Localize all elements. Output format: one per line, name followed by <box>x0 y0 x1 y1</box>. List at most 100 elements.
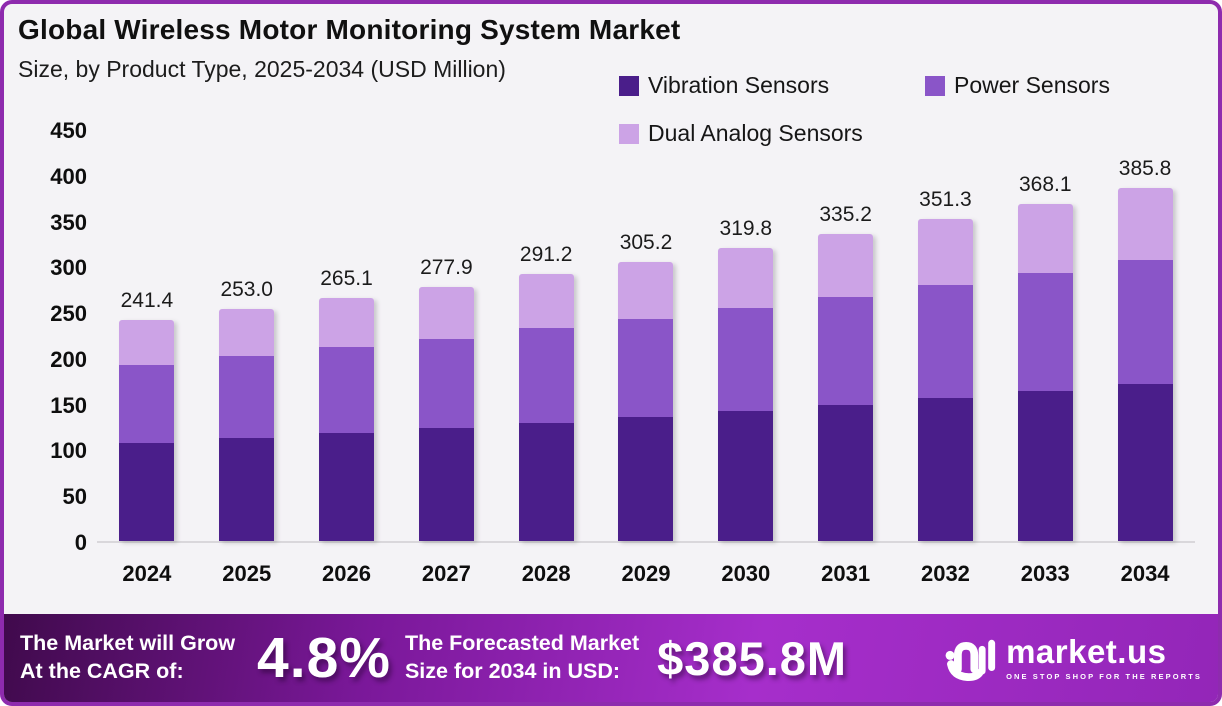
bar-total-label: 335.2 <box>819 203 872 227</box>
bar-group-2025: 253.0 <box>197 131 297 541</box>
y-axis-tick-label: 0 <box>74 530 87 555</box>
x-axis-label-2031: 2031 <box>821 561 871 586</box>
bar-total-label: 385.8 <box>1118 156 1172 180</box>
x-axis-label-2025: 2025 <box>222 561 272 586</box>
bar-segment-power-sensors <box>319 346 375 433</box>
y-axis-tick-label: 350 <box>50 209 87 235</box>
bar-group-2033: 368.1 <box>995 131 1095 541</box>
bar-total-label: 253.0 <box>220 278 273 302</box>
cagr-value: 4.8% <box>257 626 391 690</box>
bar-stack <box>319 298 375 541</box>
bar-stack <box>618 261 674 541</box>
x-axis-label-2033: 2033 <box>1020 561 1070 586</box>
bar-stack <box>219 309 275 541</box>
legend-swatch-icon <box>619 75 639 96</box>
page-title: Global Wireless Motor Monitoring System … <box>18 14 681 45</box>
bar-total-label: 368.1 <box>1018 173 1072 196</box>
bar-segment-dual-analog-sensors <box>917 219 973 285</box>
bar-segment-power-sensors <box>119 365 175 444</box>
marketus-logo: market.us ONE STOP SHOP FOR THE REPORTS <box>944 632 1202 684</box>
bar-segment-power-sensors <box>1017 273 1073 391</box>
cagr-caption: The Market will Grow At the CAGR of: <box>20 630 235 686</box>
bar-segment-dual-analog-sensors <box>219 309 275 357</box>
bar-segment-dual-analog-sensors <box>119 320 175 366</box>
legend-label: Dual Analog Sensors <box>648 120 863 146</box>
bar-group-2027: 277.9 <box>396 131 496 541</box>
bar-segment-power-sensors <box>418 338 474 429</box>
bar-segment-dual-analog-sensors <box>818 234 874 298</box>
bottom-banner: The Market will Grow At the CAGR of: 4.8… <box>4 614 1218 702</box>
bar-total-label: 277.9 <box>420 255 473 279</box>
forecast-caption-line1: The Forecasted Market <box>404 631 640 656</box>
bar-segment-power-sensors <box>818 297 874 405</box>
bar-group-2028: 291.2 <box>496 131 596 541</box>
cagr-caption-line2: At the CAGR of: <box>20 659 184 683</box>
logo-text-block: market.us ONE STOP SHOP FOR THE REPORTS <box>1006 635 1202 681</box>
bar-segment-power-sensors <box>718 308 774 412</box>
y-axis-tick-label: 150 <box>50 392 87 418</box>
bar-group-2034: 385.8 <box>1095 131 1195 541</box>
bar-segment-vibration-sensors <box>219 438 275 541</box>
bar-segment-vibration-sensors <box>818 404 874 541</box>
bar-total-label: 241.4 <box>120 289 174 313</box>
bar-group-2031: 335.2 <box>796 131 896 541</box>
bar-group-2029: 305.2 <box>596 131 696 541</box>
y-axis-tick-label: 450 <box>50 118 87 143</box>
bar-segment-vibration-sensors <box>119 443 175 541</box>
bar-stack <box>718 248 774 541</box>
x-axis-label-2029: 2029 <box>621 561 671 586</box>
bar-segment-dual-analog-sensors <box>1117 187 1173 261</box>
bar-total-label: 265.1 <box>320 267 373 291</box>
legend-item-power-sensors: Power Sensors <box>925 72 1110 99</box>
legend-row-1: Vibration Sensors Power Sensors <box>619 72 1110 99</box>
forecast-market-size: $385.8M <box>657 631 848 685</box>
bar-stack <box>119 320 175 541</box>
forecast-caption: The Forecasted Market Size for 2034 in U… <box>405 630 639 686</box>
legend-swatch-icon <box>619 123 639 144</box>
marketus-logo-icon <box>945 639 996 681</box>
y-axis-tick-label: 300 <box>50 255 87 281</box>
bar-group-2030: 319.8 <box>696 131 796 541</box>
bar-segment-dual-analog-sensors <box>618 261 674 319</box>
bar-segment-vibration-sensors <box>418 428 474 541</box>
bar-group-2032: 351.3 <box>896 131 996 541</box>
x-axis-label-2024: 2024 <box>122 561 172 586</box>
x-axis-label-2027: 2027 <box>421 561 471 586</box>
cagr-caption-line1: The Market will Grow <box>20 631 236 656</box>
bar-stack <box>1017 204 1073 541</box>
legend-row-2: Dual Analog Sensors <box>619 120 1110 147</box>
bar-stack <box>917 219 973 541</box>
bar-group-2024: 241.4 <box>97 131 197 541</box>
y-axis-tick-label: 100 <box>50 438 87 464</box>
x-axis-label-2026: 2026 <box>322 561 372 586</box>
legend-item-dual-analog-sensors: Dual Analog Sensors <box>619 120 863 147</box>
bar-segment-dual-analog-sensors <box>1017 204 1073 274</box>
bar-total-label: 305.2 <box>619 230 673 254</box>
legend-swatch-icon <box>925 75 945 96</box>
logo-tagline: ONE STOP SHOP FOR THE REPORTS <box>1006 672 1202 681</box>
chart-legend: Vibration Sensors Power Sensors Dual Ana… <box>619 72 1110 168</box>
bar-segment-power-sensors <box>1117 260 1173 384</box>
bar-segment-dual-analog-sensors <box>319 298 375 347</box>
bar-stack <box>518 274 574 541</box>
stacked-bar-chart: 450 400 350 300 250 200 150 100 50 0 2024 241.4 2025… <box>50 120 1195 586</box>
y-axis-tick-label: 250 <box>50 301 87 327</box>
bar-segment-vibration-sensors <box>618 416 674 541</box>
bar-total-label: 351.3 <box>919 188 972 212</box>
bar-segment-power-sensors <box>219 356 275 438</box>
y-axis-tick-label: 400 <box>50 163 87 189</box>
bar-segment-vibration-sensors <box>1117 383 1173 541</box>
x-axis-label-2032: 2032 <box>920 561 970 586</box>
y-axis-tick-label: 50 <box>62 484 87 510</box>
chart-subtitle: Size, by Product Type, 2025-2034 (USD Mi… <box>18 56 506 82</box>
legend-item-vibration-sensors: Vibration Sensors <box>619 72 925 99</box>
x-axis-label-2028: 2028 <box>521 561 571 586</box>
bar-segment-vibration-sensors <box>518 422 574 541</box>
y-axis-tick-label: 200 <box>50 346 87 372</box>
bar-segment-dual-analog-sensors <box>418 286 474 339</box>
bar-segment-power-sensors <box>518 328 574 423</box>
forecast-caption-line2: Size for 2034 in USD: <box>404 659 621 683</box>
legend-label: Vibration Sensors <box>648 72 830 98</box>
bar-segment-vibration-sensors <box>1017 390 1073 541</box>
